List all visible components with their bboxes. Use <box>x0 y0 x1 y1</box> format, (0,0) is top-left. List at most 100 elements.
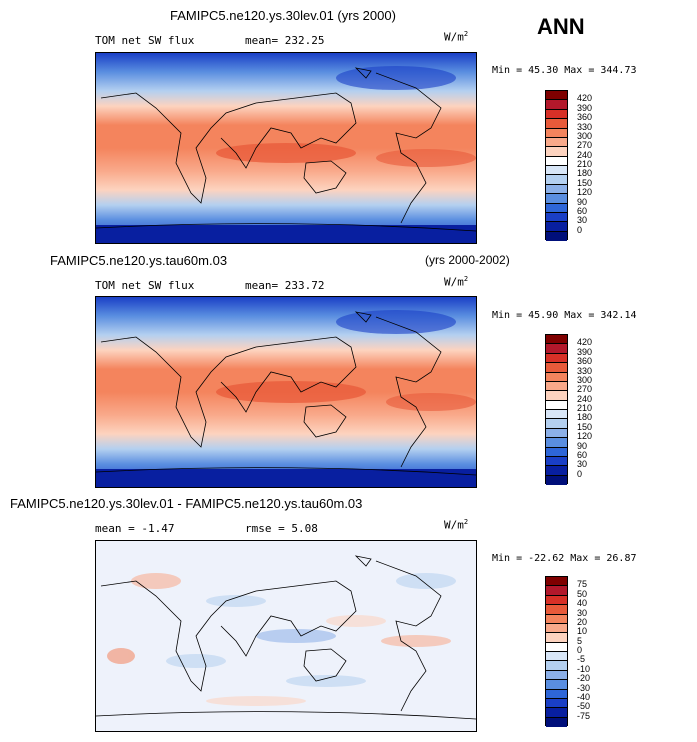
colorbar-box <box>546 175 567 185</box>
colorbar-level-label: 60 <box>577 205 588 216</box>
colorbar-level-label: 240 <box>577 393 593 404</box>
panel1-units-base: W/m <box>444 30 464 44</box>
colorbar-box <box>546 456 567 467</box>
colorbar-level-label: 180 <box>577 168 593 179</box>
colorbar-level-label: -30 <box>577 682 591 693</box>
colorbar-box <box>546 194 567 204</box>
panel3-map-svg <box>96 541 476 731</box>
colorbar-level-label: 120 <box>577 431 593 442</box>
colorbar-box <box>546 128 567 138</box>
colorbar-level-label: 300 <box>577 374 593 385</box>
panel2-mean: mean= 233.72 <box>245 279 325 292</box>
colorbar-box <box>546 680 567 690</box>
colorbar-box <box>546 91 567 101</box>
panel1-colorbar <box>545 90 568 241</box>
panel2-units-exp: 2 <box>463 275 469 283</box>
colorbar-level-label: 330 <box>577 121 593 132</box>
colorbar-box <box>546 410 567 420</box>
colorbar-level-label: 30 <box>577 607 588 618</box>
colorbar-level-label: -10 <box>577 663 591 674</box>
colorbar-level-label: 420 <box>577 93 593 104</box>
colorbar-level-label: 40 <box>577 598 588 609</box>
colorbar-box <box>546 698 567 709</box>
colorbar-box <box>546 222 567 232</box>
colorbar-level-label: 210 <box>577 403 593 413</box>
colorbar-box <box>546 586 567 596</box>
colorbar-level-label: 90 <box>577 440 588 451</box>
colorbar-box <box>546 137 567 148</box>
colorbar-level-label: 75 <box>577 579 588 590</box>
colorbar-box <box>546 717 567 727</box>
panel2-colorbar <box>545 334 568 485</box>
colorbar-level-label: 210 <box>577 159 593 169</box>
colorbar-box <box>546 642 567 652</box>
panel2-units: W/m2 <box>444 275 468 289</box>
colorbar-box <box>546 708 567 718</box>
panel2-map <box>95 296 477 488</box>
colorbar-box <box>546 344 567 354</box>
panel2-minmax: Min = 45.90 Max = 342.14 <box>492 310 637 321</box>
colorbar-level-label: 360 <box>577 112 593 123</box>
colorbar-box <box>546 577 567 587</box>
colorbar-level-label: 0 <box>577 645 583 655</box>
colorbar-box <box>546 438 567 448</box>
colorbar-box <box>546 689 567 699</box>
colorbar-box <box>546 231 567 241</box>
colorbar-box <box>546 652 567 662</box>
panel3-title: FAMIPC5.ne120.ys.30lev.01 - FAMIPC5.ne12… <box>10 496 363 511</box>
colorbar-box <box>546 391 567 401</box>
colorbar-box <box>546 109 567 120</box>
colorbar-box <box>546 633 567 643</box>
colorbar-box <box>546 475 567 485</box>
colorbar-box <box>546 147 567 157</box>
panel3-units-exp: 2 <box>463 518 469 526</box>
panel3-mean: mean = -1.47 <box>95 522 175 535</box>
panel3-colorbar <box>545 576 568 727</box>
colorbar-box <box>546 166 567 176</box>
colorbar-level-label: 240 <box>577 149 593 160</box>
panel1-mean: mean= 232.25 <box>245 34 325 47</box>
colorbar-level-label: 300 <box>577 130 593 141</box>
colorbar-box <box>546 428 567 439</box>
panel2-years: (yrs 2000-2002) <box>425 253 510 267</box>
colorbar-box <box>546 419 567 429</box>
colorbar-level-label: 150 <box>577 421 593 432</box>
panel1-minmax: Min = 45.30 Max = 344.73 <box>492 65 637 76</box>
panel2-units-base: W/m <box>444 275 464 289</box>
colorbar-level-label: 0 <box>577 224 583 235</box>
colorbar-box <box>546 156 567 166</box>
colorbar-level-label: 180 <box>577 412 593 423</box>
colorbar-box <box>546 661 567 671</box>
panel3-minmax: Min = -22.62 Max = 26.87 <box>492 553 637 564</box>
colorbar-level-label: 20 <box>577 616 588 627</box>
colorbar-level-label: -75 <box>577 710 591 721</box>
panel2-map-svg <box>96 297 476 487</box>
panel1-units-exp: 2 <box>463 30 469 38</box>
colorbar-level-label: 330 <box>577 365 593 376</box>
colorbar-level-label: 120 <box>577 187 593 198</box>
colorbar-box <box>546 605 567 615</box>
panel3-units: W/m2 <box>444 518 468 532</box>
colorbar-box <box>546 363 567 373</box>
colorbar-box <box>546 623 567 634</box>
colorbar-level-label: 30 <box>577 459 588 470</box>
colorbar-level-label: 90 <box>577 196 588 207</box>
colorbar-box <box>546 466 567 476</box>
colorbar-box <box>546 203 567 213</box>
panel1-map-svg <box>96 53 476 243</box>
season-label: ANN <box>537 14 585 39</box>
colorbar-level-label: 360 <box>577 356 593 367</box>
colorbar-level-label: -5 <box>577 654 586 665</box>
colorbar-level-label: -40 <box>577 691 591 702</box>
colorbar-box <box>546 119 567 129</box>
colorbar-level-label: 60 <box>577 449 588 460</box>
colorbar-box <box>546 381 567 392</box>
colorbar-box <box>546 212 567 223</box>
colorbar-level-label: 10 <box>577 626 588 637</box>
colorbar-box <box>546 595 567 606</box>
colorbar-box <box>546 400 567 410</box>
colorbar-level-label: 420 <box>577 337 593 348</box>
colorbar-level-label: 390 <box>577 102 593 113</box>
colorbar-level-label: 5 <box>577 635 583 646</box>
colorbar-level-label: 50 <box>577 588 588 599</box>
